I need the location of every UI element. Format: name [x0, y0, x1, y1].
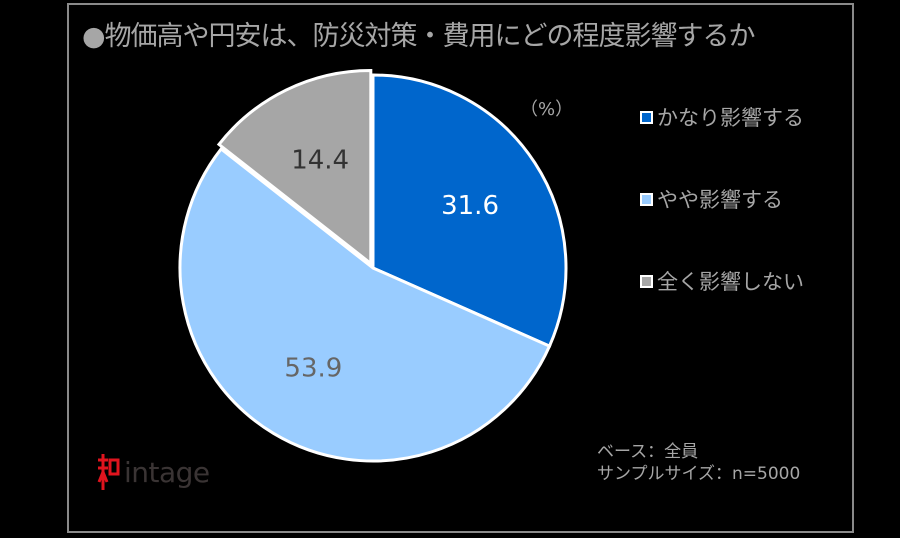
legend-swatch: [640, 110, 653, 124]
slice-strong: [371, 73, 568, 349]
slice-none: [216, 69, 373, 267]
legend-swatch: [640, 192, 653, 206]
data-label: 31.6: [441, 191, 499, 221]
unit-label: （%）: [520, 99, 574, 120]
logo-text: intage: [124, 455, 210, 489]
data-label: 14.4: [291, 145, 349, 175]
title-text: 物価高や円安は、防災対策・費用にどの程度影響するか: [104, 21, 756, 52]
legend-item-strong: かなり影響する: [640, 74, 804, 160]
sample-size-note: サンプルサイズ：n=5000: [597, 464, 801, 484]
base-note: ベース：全員: [597, 442, 699, 462]
title-bullet: ●: [82, 21, 106, 52]
legend-label: かなり影響する: [657, 106, 804, 130]
legend-swatch: [640, 274, 653, 288]
slice-some: [178, 146, 552, 463]
chart-title: ●物価高や円安は、防災対策・費用にどの程度影響するか: [82, 14, 756, 53]
legend-label: 全く影響しない: [657, 270, 804, 294]
chart-frame: [67, 3, 854, 533]
logo-mark-icon: [97, 454, 120, 490]
data-label: 53.9: [284, 353, 342, 383]
legend-item-none: 全く影響しない: [640, 238, 804, 324]
intage-logo: intage: [96, 452, 210, 492]
legend-item-some: やや影響する: [640, 156, 783, 242]
sample-note: ベース：全員 サンプルサイズ：n=5000: [597, 441, 800, 485]
legend-label: やや影響する: [657, 188, 783, 212]
